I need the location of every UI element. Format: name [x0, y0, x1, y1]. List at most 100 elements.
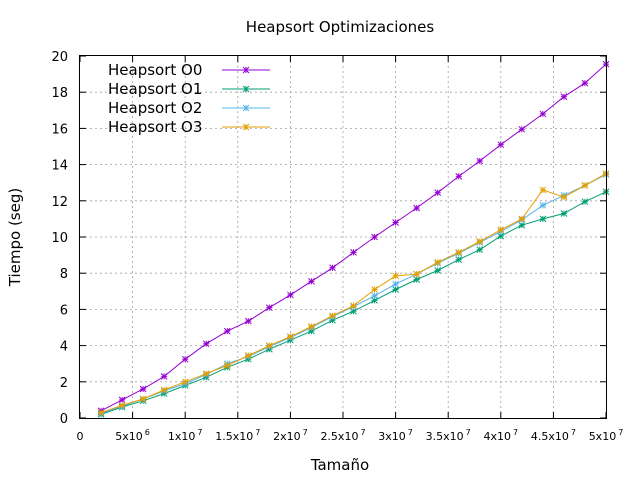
data-point — [455, 256, 463, 263]
data-point — [518, 215, 526, 223]
data-point — [539, 215, 547, 223]
x-tick-label: 1x10 7 — [168, 428, 203, 443]
x-tick-base: 5x10 — [589, 430, 617, 443]
data-point — [202, 370, 210, 378]
x-tick-exponent: 7 — [255, 428, 260, 437]
x-tick-base: 0 — [77, 430, 84, 443]
data-point — [308, 277, 315, 285]
x-tick-base: 4x10 — [483, 430, 511, 443]
data-point — [266, 342, 273, 349]
y-tick-label: 6 — [60, 303, 68, 318]
data-point — [266, 304, 273, 311]
data-point — [476, 246, 484, 254]
x-tick-label: 5x10 6 — [115, 428, 150, 443]
data-point — [287, 333, 294, 340]
x-tick-exponent: 7 — [618, 428, 623, 437]
x-tick-exponent: 7 — [466, 428, 471, 437]
data-point — [118, 401, 126, 409]
data-point — [350, 302, 357, 310]
x-tick-label: 1.5x10 7 — [215, 428, 260, 443]
x-tick-exponent: 7 — [513, 428, 518, 437]
x-tick-label: 3.5x10 7 — [426, 428, 471, 443]
grid — [80, 56, 606, 418]
y-tick-label: 2 — [60, 376, 68, 391]
data-point — [455, 249, 463, 256]
x-tick-label: 4.5x10 7 — [531, 428, 576, 443]
x-tick-label: 2.5x10 7 — [320, 428, 365, 443]
y-tick-label: 8 — [60, 267, 68, 282]
data-point — [287, 291, 294, 299]
data-point — [581, 198, 589, 206]
legend-label: Heapsort O1 — [108, 80, 202, 98]
series-2 — [97, 171, 610, 417]
chart-title: Heapsort Optimizaciones — [246, 18, 435, 36]
data-point — [371, 233, 378, 241]
legend-label: Heapsort O0 — [108, 61, 202, 79]
data-point — [139, 385, 147, 393]
x-tick-exponent: 7 — [303, 428, 308, 437]
data-point — [518, 125, 526, 133]
plot-frame — [79, 55, 607, 419]
y-tick-label: 18 — [51, 86, 68, 101]
x-tick-exponent: 6 — [145, 428, 150, 437]
data-point — [139, 395, 147, 403]
data-point — [539, 201, 547, 209]
data-point — [581, 182, 589, 189]
x-tick-base: 5x10 — [115, 430, 143, 443]
x-tick-base: 3.5x10 — [426, 430, 464, 443]
data-point — [413, 276, 420, 283]
x-tick-exponent: 7 — [197, 428, 202, 437]
x-tick-label: 5x10 7 — [589, 428, 624, 443]
data-point — [413, 204, 420, 212]
data-point — [371, 286, 378, 293]
legend-marker — [242, 104, 250, 112]
data-point — [455, 173, 463, 180]
x-tick-base: 1x10 — [168, 430, 196, 443]
y-tick-label: 4 — [60, 340, 68, 355]
y-axis-ticks: 0 2 4 6 8 10 12 14 16 18 20 — [51, 50, 606, 427]
x-tick-label: 4x10 7 — [483, 428, 518, 443]
data-point — [371, 292, 378, 300]
x-tick-base: 4.5x10 — [531, 430, 569, 443]
series-line — [100, 173, 607, 414]
data-point — [329, 312, 336, 320]
x-tick-label: 2x10 7 — [273, 428, 308, 443]
y-tick-label: 0 — [60, 412, 68, 427]
data-point — [434, 258, 442, 266]
y-tick-label: 12 — [51, 195, 68, 210]
data-point — [434, 267, 442, 274]
y-tick-label: 10 — [51, 231, 68, 246]
legend-label: Heapsort O2 — [108, 99, 202, 117]
x-tick-base: 2.5x10 — [320, 430, 358, 443]
data-point — [97, 409, 105, 416]
series-layer — [97, 60, 610, 418]
data-point — [392, 219, 399, 226]
data-point — [223, 327, 231, 335]
data-point — [434, 189, 442, 197]
data-point — [539, 186, 547, 194]
data-point — [560, 210, 568, 217]
data-point — [160, 373, 168, 380]
data-point — [560, 93, 568, 101]
data-point — [329, 264, 336, 272]
data-point — [202, 340, 210, 348]
y-tick-label: 16 — [51, 122, 68, 137]
data-point — [518, 221, 526, 229]
x-tick-label: 3x10 7 — [378, 428, 413, 443]
data-point — [392, 272, 399, 280]
data-point — [539, 110, 547, 118]
data-point — [392, 286, 399, 293]
data-point — [413, 270, 420, 278]
data-point — [560, 193, 568, 201]
data-point — [244, 352, 252, 359]
data-point — [350, 249, 357, 256]
legend-marker — [242, 66, 250, 74]
x-tick-base: 2x10 — [273, 430, 301, 443]
series-3 — [97, 170, 610, 416]
data-point — [181, 378, 189, 386]
legend-marker — [242, 85, 250, 93]
x-tick-label: 0 — [77, 430, 84, 443]
x-tick-exponent: 7 — [360, 428, 365, 437]
data-point — [244, 317, 252, 325]
data-point — [308, 323, 315, 330]
